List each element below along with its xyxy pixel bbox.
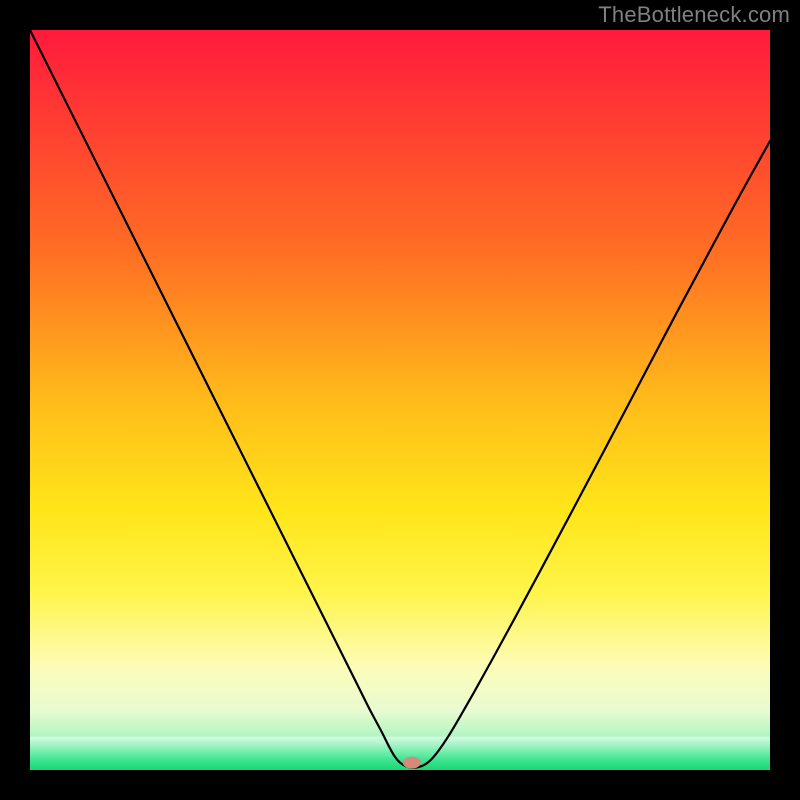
bottleneck-chart [0, 0, 800, 800]
green-band [30, 737, 770, 770]
chart-container: { "watermark": { "text": "TheBottleneck.… [0, 0, 800, 800]
plot-background [30, 30, 770, 770]
watermark-text: TheBottleneck.com [598, 2, 790, 28]
optimal-marker [403, 757, 421, 769]
